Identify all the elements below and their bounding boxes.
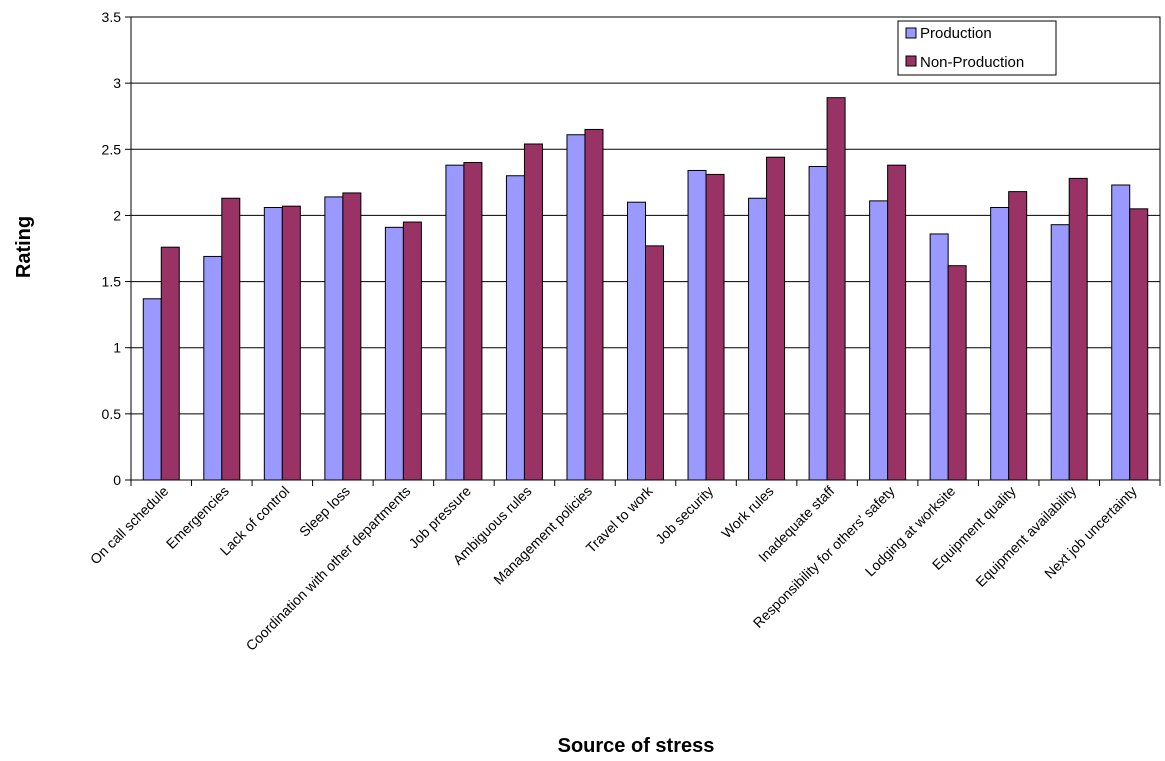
bar-production (263, 206, 283, 481)
x-tick-label: Sleep loss (296, 483, 353, 540)
bar-non-production (766, 156, 786, 481)
bar-non-production (1068, 177, 1088, 481)
bar-production (505, 175, 525, 481)
bar-production (566, 134, 586, 481)
bar-production (687, 169, 707, 481)
bar-production (990, 206, 1010, 481)
y-axis-ticks: 0 0.5 1 1.5 2 2.5 3 3.5 (102, 9, 131, 488)
x-axis-title: Source of stress (558, 735, 715, 757)
bar-production (929, 233, 949, 481)
legend-swatch-non-production (905, 55, 917, 67)
y-tick-label: 0.5 (102, 406, 122, 422)
bar-production (203, 255, 223, 481)
y-axis-title: Rating (13, 216, 35, 278)
bar-production (384, 226, 404, 481)
bar-non-production (463, 162, 483, 481)
bar-non-production (705, 173, 725, 481)
x-tick-label: Management policies (490, 483, 595, 588)
x-tick-label: Work rules (718, 483, 776, 541)
bars (142, 97, 1149, 481)
bar-non-production (1008, 191, 1028, 481)
bar-non-production (281, 205, 301, 481)
bar-production (1050, 224, 1070, 481)
y-tick-label: 1.5 (102, 274, 122, 290)
bar-non-production (645, 245, 664, 481)
bar-non-production (221, 197, 241, 481)
bar-production (445, 164, 465, 481)
legend-swatch-production (905, 27, 917, 39)
bar-production (808, 165, 828, 481)
plot-border (130, 16, 1161, 481)
bar-non-production (947, 265, 967, 481)
y-tick-label: 2.5 (102, 141, 122, 157)
bar-production (324, 196, 344, 481)
y-tick-label: 1 (113, 340, 121, 356)
x-tick-label: Job security (652, 483, 716, 547)
bar-production (869, 200, 889, 481)
x-tick-label: Equipment availability (972, 483, 1079, 590)
bar-non-production (160, 246, 180, 481)
legend-box (897, 20, 1057, 76)
legend-label-production: Production (920, 25, 992, 42)
legend-label-non-production: Non-Production (920, 54, 1024, 71)
bar-non-production (1129, 208, 1149, 481)
y-tick-label: 3 (113, 75, 121, 91)
x-tick-label: On call schedule (87, 483, 172, 568)
bar-production (627, 201, 646, 481)
bar-production (142, 298, 162, 481)
bar-non-production (402, 221, 422, 481)
bar-non-production (342, 192, 362, 481)
y-tick-label: 2 (113, 207, 121, 223)
bar-non-production (887, 164, 907, 481)
bar-production (748, 197, 768, 481)
legend: Production Non-Production (897, 20, 1057, 76)
bar-non-production (584, 128, 604, 481)
bar-production (1111, 184, 1131, 481)
bar-non-production (523, 143, 543, 481)
y-tick-label: 3.5 (102, 9, 122, 25)
y-tick-label: 0 (113, 472, 121, 488)
plot-frame (130, 16, 1161, 481)
bar-non-production (826, 97, 846, 481)
